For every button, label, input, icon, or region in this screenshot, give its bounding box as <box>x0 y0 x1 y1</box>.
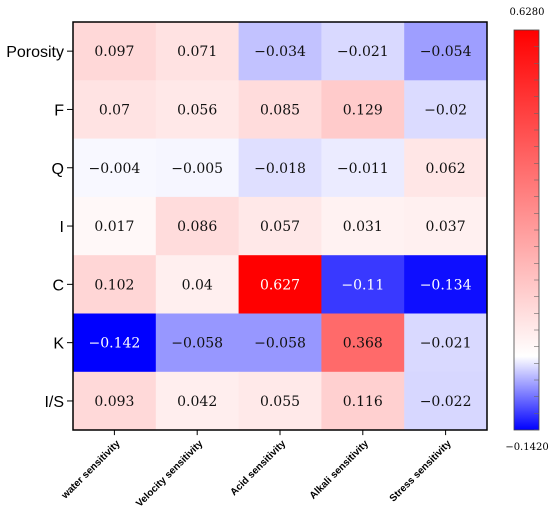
cell-value-label: −0.004 <box>88 161 140 177</box>
heatmap-cell <box>73 196 157 256</box>
cell-value-label: 0.097 <box>94 44 134 60</box>
heatmap-cell <box>404 255 488 314</box>
y-tick-label: I/S <box>44 394 64 411</box>
cell-value-label: −0.034 <box>254 44 306 60</box>
y-tick-label: I <box>60 219 64 236</box>
cell-value-label: 0.042 <box>177 394 217 410</box>
cell-value-label: 0.116 <box>343 394 383 410</box>
heatmap-cell <box>321 313 405 373</box>
cell-value-label: 0.093 <box>94 394 134 410</box>
cell-value-label: 0.056 <box>177 102 217 118</box>
cell-value-label: −0.021 <box>420 336 472 352</box>
heatmap-cell <box>155 371 240 431</box>
x-tick-label: Stress sensitivity <box>388 438 454 504</box>
heatmap-cell <box>321 80 405 140</box>
heatmap-cells: 0.097 0.071 −0.034 −0.021 −0.054 0.07 0.056 0.0… <box>73 22 488 431</box>
heatmap-cell <box>238 371 322 431</box>
cell-value-label: −0.142 <box>88 336 140 352</box>
cell-value-label: 0.071 <box>177 44 217 60</box>
cell-value-label: −0.018 <box>254 161 306 177</box>
heatmap-cell <box>321 255 405 314</box>
heatmap-cell <box>238 22 322 81</box>
cell-value-label: −0.02 <box>424 102 467 118</box>
heatmap-cell <box>321 138 405 198</box>
heatmap-cell <box>238 196 322 256</box>
x-axis-labels: water sensitivity Velocity sensitivity Aci… <box>59 430 454 510</box>
cell-value-label: 0.017 <box>94 219 134 235</box>
heatmap-cell <box>155 313 240 373</box>
cell-value-label: 0.055 <box>260 394 300 410</box>
cell-value-label: 0.031 <box>343 219 383 235</box>
colorbar-ticks <box>534 29 539 431</box>
cell-value-label: 0.086 <box>177 219 217 235</box>
cell-value-label: 0.04 <box>182 277 213 293</box>
heatmap-cell <box>73 255 157 314</box>
colorbar: 0.6280 −0.1420 <box>505 7 548 453</box>
cell-value-label: −0.058 <box>171 336 223 352</box>
y-tick-label: C <box>52 277 64 294</box>
cell-value-label: 0.102 <box>94 277 134 293</box>
heatmap-cell <box>238 80 322 140</box>
cell-value-label: −0.11 <box>341 277 384 293</box>
cell-value-label: 0.037 <box>426 219 466 235</box>
x-tick-label: water sensitivity <box>59 438 123 502</box>
heatmap-cell <box>73 80 157 140</box>
heatmap-cell <box>73 371 157 431</box>
heatmap-cell <box>155 196 240 256</box>
cell-value-label: 0.057 <box>260 219 300 235</box>
y-axis-labels: Porosity F Q I C K I/S <box>6 44 73 411</box>
heatmap-cell <box>73 22 157 81</box>
heatmap-cell <box>73 138 157 198</box>
heatmap-cell <box>404 80 488 140</box>
heatmap-cell <box>155 80 240 140</box>
cell-value-label: 0.062 <box>426 161 466 177</box>
heatmap-cell <box>321 371 405 431</box>
colorbar-max-label: 0.6280 <box>510 7 545 18</box>
heatmap-cell <box>155 22 240 81</box>
cell-value-label: 0.129 <box>343 102 383 118</box>
heatmap-cell <box>404 22 488 81</box>
heatmap-cell <box>155 255 240 314</box>
cell-value-label: −0.022 <box>420 394 472 410</box>
cell-value-label: 0.07 <box>99 102 130 118</box>
heatmap-cell <box>155 138 240 198</box>
cell-value-label: 0.627 <box>260 277 300 293</box>
heatmap-cell <box>404 138 488 198</box>
colorbar-min-label: −0.1420 <box>505 442 548 453</box>
y-tick-label: F <box>54 102 64 119</box>
cell-value-label: −0.054 <box>420 44 472 60</box>
x-tick-label: Alkali sensitivity <box>308 438 372 502</box>
cell-value-label: 0.368 <box>343 336 383 352</box>
y-tick-label: K <box>53 336 64 353</box>
cell-value-label: −0.011 <box>337 161 389 177</box>
heatmap-cell <box>238 255 322 314</box>
heatmap-cell <box>404 371 488 431</box>
heatmap-cell <box>73 313 157 373</box>
heatmap-cell <box>238 313 322 373</box>
cell-value-label: 0.085 <box>260 102 300 118</box>
cell-value-label: −0.021 <box>337 44 389 60</box>
x-tick-label: Acid sensitivity <box>228 438 288 498</box>
y-tick-label: Porosity <box>6 44 64 61</box>
y-tick-label: Q <box>52 161 64 178</box>
heatmap-cell <box>238 138 322 198</box>
heatmap-cell <box>321 196 405 256</box>
cell-value-label: −0.005 <box>171 161 223 177</box>
cell-value-label: −0.058 <box>254 336 306 352</box>
heatmap-cell <box>404 196 488 256</box>
heatmap-cell <box>321 22 405 81</box>
cell-value-label: −0.134 <box>420 277 472 293</box>
heatmap-cell <box>404 313 488 373</box>
x-tick-label: Velocity sensitivity <box>134 438 205 509</box>
